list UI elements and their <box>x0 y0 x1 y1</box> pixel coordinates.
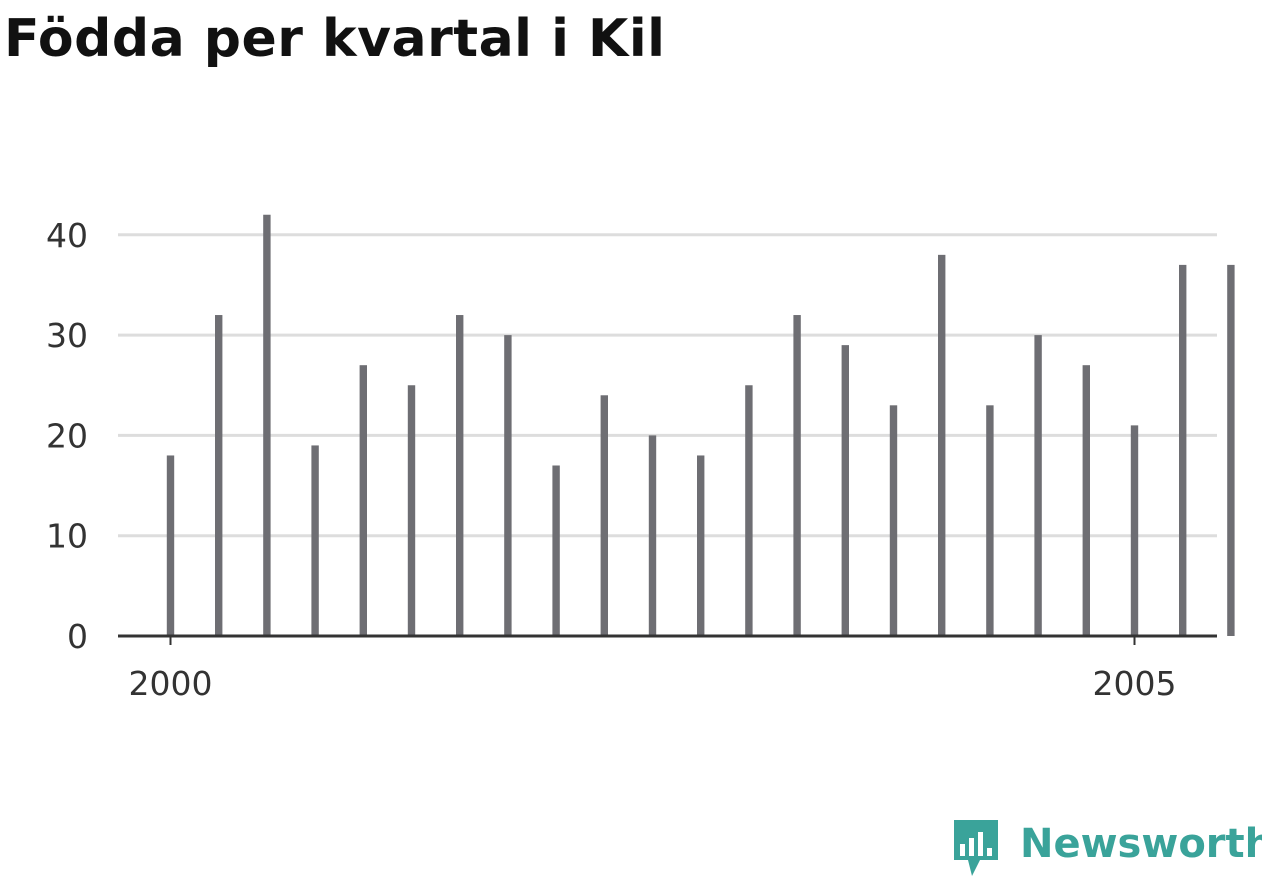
y-tick-label-20: 20 <box>46 416 88 455</box>
logo-text: Newsworthy <box>1020 821 1262 867</box>
bar <box>359 365 367 636</box>
x-tick-label-2000: 2000 <box>129 664 213 703</box>
bar <box>600 395 608 636</box>
bar <box>552 465 560 636</box>
newsworthy-logo: Newsworthy <box>950 818 1262 878</box>
bars <box>166 214 1235 637</box>
logo-icon <box>954 820 998 876</box>
bar <box>1082 365 1090 636</box>
bar <box>407 385 416 636</box>
y-tick-label-30: 30 <box>46 316 88 355</box>
bar <box>215 315 223 636</box>
bar <box>456 315 464 636</box>
bar <box>648 435 657 636</box>
bar <box>504 335 512 636</box>
y-tick-label-0: 0 <box>67 617 88 656</box>
chart-title: Födda per kvartal i Kil <box>4 9 666 69</box>
bar <box>1179 264 1187 636</box>
bar <box>745 385 753 636</box>
bar <box>1227 264 1235 636</box>
bar <box>889 405 898 636</box>
bar <box>311 445 319 636</box>
bar <box>938 254 946 637</box>
y-tick-label-40: 40 <box>46 216 88 255</box>
x-axis: 200020052010201520202025 <box>129 636 1177 703</box>
bar <box>1130 425 1139 636</box>
gridlines <box>118 233 1217 538</box>
bar <box>841 345 849 636</box>
bar <box>166 455 175 636</box>
bar <box>1034 335 1042 636</box>
bar <box>793 315 801 636</box>
bar <box>697 455 705 636</box>
y-tick-label-10: 10 <box>46 517 88 556</box>
bar <box>263 214 271 637</box>
y-axis-labels: 0 10 20 30 40 <box>46 216 88 656</box>
bar <box>986 405 994 636</box>
x-tick-label-2005: 2005 <box>1093 664 1177 703</box>
